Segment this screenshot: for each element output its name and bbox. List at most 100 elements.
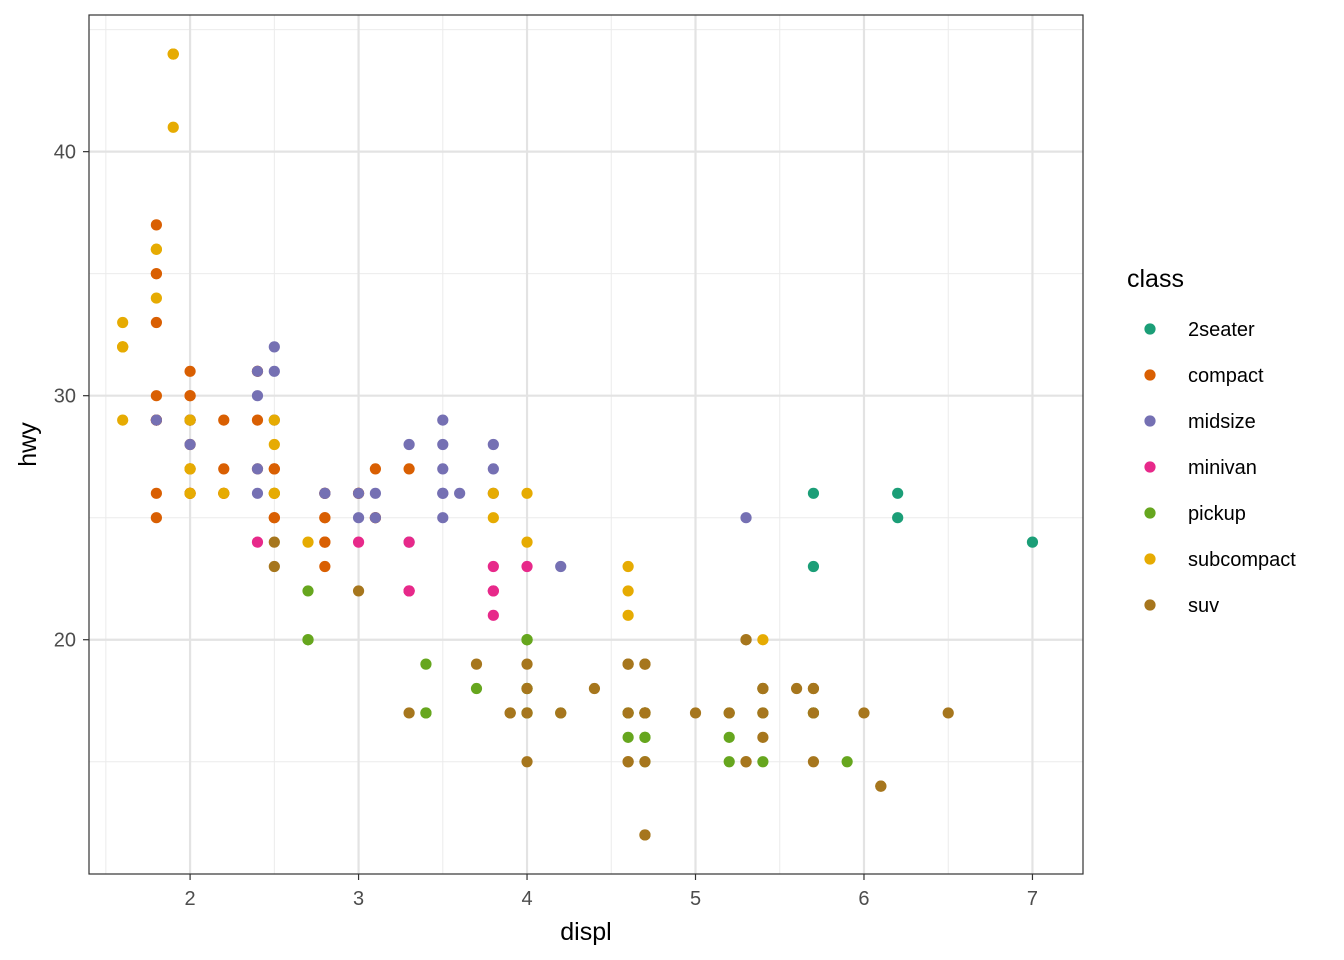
legend-title: class [1127, 265, 1184, 293]
point-suv [639, 829, 651, 841]
point-minivan [251, 536, 264, 548]
point-compact [150, 487, 162, 499]
point-pickup [302, 585, 314, 597]
point-subcompact [757, 634, 769, 646]
legend-key-compact [1144, 369, 1156, 381]
legend-key-subcompact [1144, 553, 1156, 565]
legend-label-2seater: 2seater [1188, 319, 1255, 341]
point-2seater [1026, 536, 1039, 548]
x-tick-label: 3 [353, 888, 364, 910]
y-tick-label: 30 [54, 386, 76, 408]
point-subcompact [184, 414, 196, 426]
point-compact [218, 414, 230, 426]
legend-label-suv: suv [1188, 595, 1219, 617]
point-midsize [437, 438, 449, 451]
point-subcompact [622, 609, 634, 621]
x-axis: 2 3 4 5 6 7 [185, 874, 1038, 910]
point-pickup [420, 658, 432, 670]
point-subcompact [117, 341, 129, 353]
point-subcompact [167, 48, 179, 60]
point-compact [150, 219, 162, 231]
legend-label-midsize: midsize [1188, 411, 1256, 433]
point-subcompact [487, 512, 499, 524]
point-minivan [487, 585, 499, 597]
point-suv [757, 731, 769, 743]
x-tick-label: 7 [1027, 888, 1038, 910]
point-subcompact [268, 438, 280, 451]
point-2seater [807, 487, 820, 499]
point-compact [319, 560, 331, 573]
y-axis: 20 30 40 [54, 142, 89, 652]
x-tick-label: 4 [521, 888, 532, 910]
point-subcompact [622, 560, 634, 573]
point-suv [622, 707, 634, 719]
point-midsize [184, 438, 196, 451]
point-midsize [740, 512, 752, 524]
point-midsize [369, 487, 382, 499]
point-minivan [487, 609, 499, 621]
point-midsize [268, 341, 280, 353]
point-midsize [251, 463, 264, 475]
point-pickup [470, 682, 483, 695]
point-suv [639, 756, 651, 768]
legend: class 2seater compact midsize minivan pickup… [1127, 265, 1296, 617]
point-minivan [403, 585, 415, 597]
point-suv [858, 707, 870, 719]
point-midsize [251, 487, 264, 499]
point-midsize [437, 487, 449, 499]
point-suv [521, 756, 533, 768]
point-pickup [723, 756, 735, 768]
point-compact [319, 512, 331, 524]
point-subcompact [302, 536, 314, 548]
point-subcompact [184, 487, 196, 499]
point-subcompact [521, 536, 533, 548]
point-midsize [437, 414, 449, 426]
legend-label-subcompact: subcompact [1188, 549, 1296, 571]
legend-key-pickup [1144, 507, 1156, 519]
point-compact [150, 512, 162, 524]
point-suv [757, 682, 769, 695]
y-tick-label: 40 [54, 142, 76, 164]
point-compact [403, 463, 415, 475]
point-midsize [487, 438, 499, 451]
point-pickup [302, 634, 314, 646]
point-suv [352, 585, 365, 597]
point-2seater [892, 487, 904, 499]
x-tick-label: 5 [690, 888, 701, 910]
point-midsize [403, 438, 415, 451]
point-subcompact [218, 487, 230, 499]
point-suv [740, 756, 752, 768]
point-pickup [420, 707, 432, 719]
point-compact [150, 268, 162, 280]
point-minivan [521, 560, 533, 573]
point-pickup [521, 634, 533, 646]
point-suv [268, 560, 280, 573]
point-midsize [251, 390, 264, 402]
point-subcompact [268, 487, 280, 499]
point-suv [521, 658, 533, 670]
point-subcompact [268, 414, 280, 426]
point-subcompact [117, 414, 129, 426]
point-suv [740, 634, 752, 646]
point-suv [689, 707, 702, 719]
point-midsize [251, 365, 264, 377]
point-suv [521, 707, 533, 719]
point-suv [521, 682, 533, 695]
point-suv [639, 707, 651, 719]
point-compact [369, 463, 382, 475]
point-midsize [437, 512, 449, 524]
point-suv [723, 707, 735, 719]
point-subcompact [184, 463, 196, 475]
data-points [117, 48, 1039, 841]
legend-label-minivan: minivan [1188, 457, 1257, 479]
point-midsize [352, 512, 365, 524]
point-subcompact [150, 243, 162, 255]
point-compact [268, 463, 280, 475]
point-suv [639, 658, 651, 670]
point-subcompact [117, 316, 129, 329]
point-suv [807, 756, 820, 768]
point-midsize [369, 512, 382, 524]
point-suv [807, 682, 820, 695]
